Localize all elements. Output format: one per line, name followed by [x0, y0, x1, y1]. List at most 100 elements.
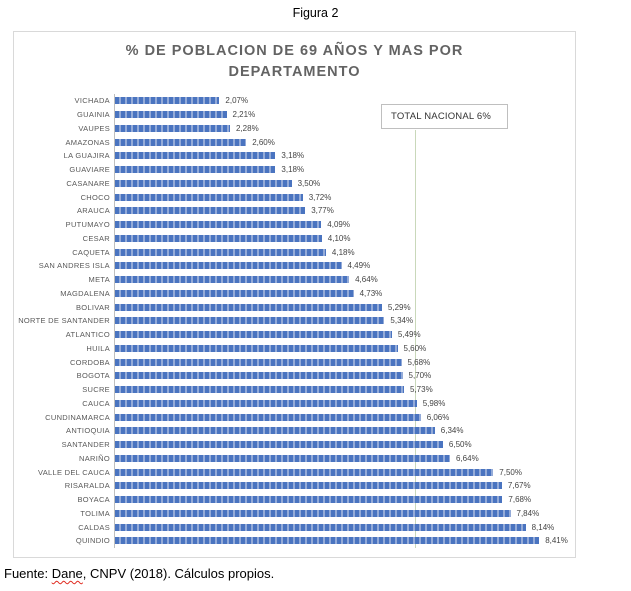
- bar: [115, 262, 342, 270]
- bar: [115, 317, 385, 325]
- bar: [115, 344, 398, 352]
- bar-row: VICHADA 2,07%: [14, 94, 575, 108]
- value-label: 3,77%: [311, 206, 334, 216]
- value-label: 6,06%: [426, 412, 450, 422]
- bar: [115, 372, 403, 380]
- category-label: VAUPES: [78, 123, 110, 133]
- bar-row: GUAINIA 2,21%: [14, 108, 575, 122]
- value-label: 6,64%: [456, 453, 479, 463]
- bar: [115, 289, 354, 297]
- bar: [115, 248, 326, 256]
- bar-row: BOLIVAR 5,29%: [14, 300, 575, 314]
- value-label: 2,60%: [252, 137, 275, 147]
- value-label: 6,34%: [440, 426, 464, 436]
- category-label: NARIÑO: [79, 453, 110, 463]
- category-label: MAGDALENA: [60, 288, 110, 298]
- category-label: ATLANTICO: [65, 330, 110, 340]
- value-label: 4,09%: [327, 220, 350, 230]
- bar: [115, 454, 450, 462]
- bar-row: LA GUAJIRA 3,18%: [14, 149, 575, 163]
- bar: [115, 509, 511, 517]
- bar-row: CUNDINAMARCA 6,06%: [14, 410, 575, 424]
- category-label: CAQUETA: [72, 247, 110, 257]
- value-label: 4,73%: [359, 288, 383, 298]
- value-label: 3,18%: [281, 151, 305, 161]
- y-axis-line: [114, 94, 115, 548]
- bar-row: VAUPES 2,28%: [14, 122, 575, 136]
- category-label: BOLIVAR: [75, 302, 110, 312]
- bar: [115, 179, 292, 187]
- bar-row: CALDAS 8,14%: [14, 520, 575, 534]
- bar: [115, 331, 392, 339]
- bar-row: AMAZONAS 2,60%: [14, 135, 575, 149]
- bar-row: CORDOBA 5,68%: [14, 355, 575, 369]
- category-label: NORTE DE SANTANDER: [18, 316, 110, 326]
- value-label: 5,49%: [397, 330, 421, 340]
- value-label: 7,67%: [507, 481, 531, 491]
- category-label: META: [88, 275, 110, 285]
- bar-row: CAUCA 5,98%: [14, 397, 575, 411]
- category-label: QUINDIO: [75, 536, 110, 546]
- value-label: 5,68%: [407, 357, 431, 367]
- bar-row: HUILA 5,60%: [14, 342, 575, 356]
- bar: [115, 234, 322, 242]
- bar-row: NORTE DE SANTANDER 5,34%: [14, 314, 575, 328]
- value-label: 2,21%: [232, 110, 256, 120]
- category-label: ARAUCA: [76, 206, 110, 216]
- source-note-misspelled-word: Dane: [51, 566, 83, 581]
- source-note-suffix: , CNPV (2018). Cálculos propios.: [82, 566, 275, 581]
- bar: [115, 386, 404, 394]
- bar-row: MAGDALENA 4,73%: [14, 287, 575, 301]
- bar-row: ANTIOQUIA 6,34%: [14, 424, 575, 438]
- category-label: CESAR: [82, 233, 110, 243]
- category-label: VALLE DEL CAUCA: [37, 467, 110, 477]
- bar-row: META 4,64%: [14, 273, 575, 287]
- category-label: SUCRE: [82, 385, 110, 395]
- value-label: 5,98%: [422, 398, 446, 408]
- bar-row: BOYACA 7,68%: [14, 493, 575, 507]
- category-label: BOYACA: [77, 495, 110, 505]
- value-label: 2,28%: [236, 123, 259, 133]
- bar: [115, 427, 435, 435]
- bar: [115, 111, 227, 119]
- category-label: SANTANDER: [61, 440, 110, 450]
- chart-frame: % DE POBLACION DE 69 AÑOS Y MAS POR DEPA…: [13, 31, 576, 558]
- total-nacional-label: TOTAL NACIONAL 6%: [391, 111, 492, 122]
- value-label: 3,72%: [308, 192, 332, 202]
- bar: [115, 193, 303, 201]
- bar-row: CAQUETA 4,18%: [14, 245, 575, 259]
- value-label: 7,50%: [499, 467, 522, 477]
- bar: [115, 482, 502, 490]
- value-label: 8,41%: [545, 536, 568, 546]
- value-label: 5,70%: [408, 371, 432, 381]
- category-label: RISARALDA: [64, 481, 110, 491]
- bar-row: ARAUCA 3,77%: [14, 204, 575, 218]
- value-label: 3,50%: [297, 178, 321, 188]
- value-label: 4,49%: [347, 261, 371, 271]
- value-label: 7,84%: [516, 508, 540, 518]
- chart-title-line2: DEPARTAMENTO: [228, 64, 361, 80]
- bar: [115, 97, 220, 105]
- source-note: Fuente: Dane, CNPV (2018). Cálculos prop…: [4, 566, 274, 581]
- bar-row: QUINDIO 8,41%: [14, 534, 575, 548]
- total-nacional-reference-line: [414, 130, 416, 548]
- total-nacional-annotation-box: TOTAL NACIONAL 6%: [381, 104, 508, 129]
- bar-row: TOLIMA 7,84%: [14, 507, 575, 521]
- category-label: VICHADA: [74, 96, 110, 106]
- value-label: 4,18%: [331, 247, 355, 257]
- category-label: AMAZONAS: [65, 137, 110, 147]
- value-label: 6,50%: [448, 440, 472, 450]
- source-note-prefix: Fuente:: [4, 566, 52, 581]
- category-label: CALDAS: [78, 522, 110, 532]
- bar-row: RISARALDA 7,67%: [14, 479, 575, 493]
- value-label: 4,10%: [327, 233, 351, 243]
- value-label: 5,60%: [403, 343, 427, 353]
- bar: [115, 166, 276, 174]
- bar: [115, 124, 230, 132]
- bar: [115, 441, 443, 449]
- bar: [115, 399, 417, 407]
- category-label: CUNDINAMARCA: [45, 412, 110, 422]
- plot-area: VICHADA 2,07% GUAINIA 2,21% VAUPES 2,28% AMAZO…: [14, 94, 575, 548]
- bar-row: SAN ANDRES ISLA 4,49%: [14, 259, 575, 273]
